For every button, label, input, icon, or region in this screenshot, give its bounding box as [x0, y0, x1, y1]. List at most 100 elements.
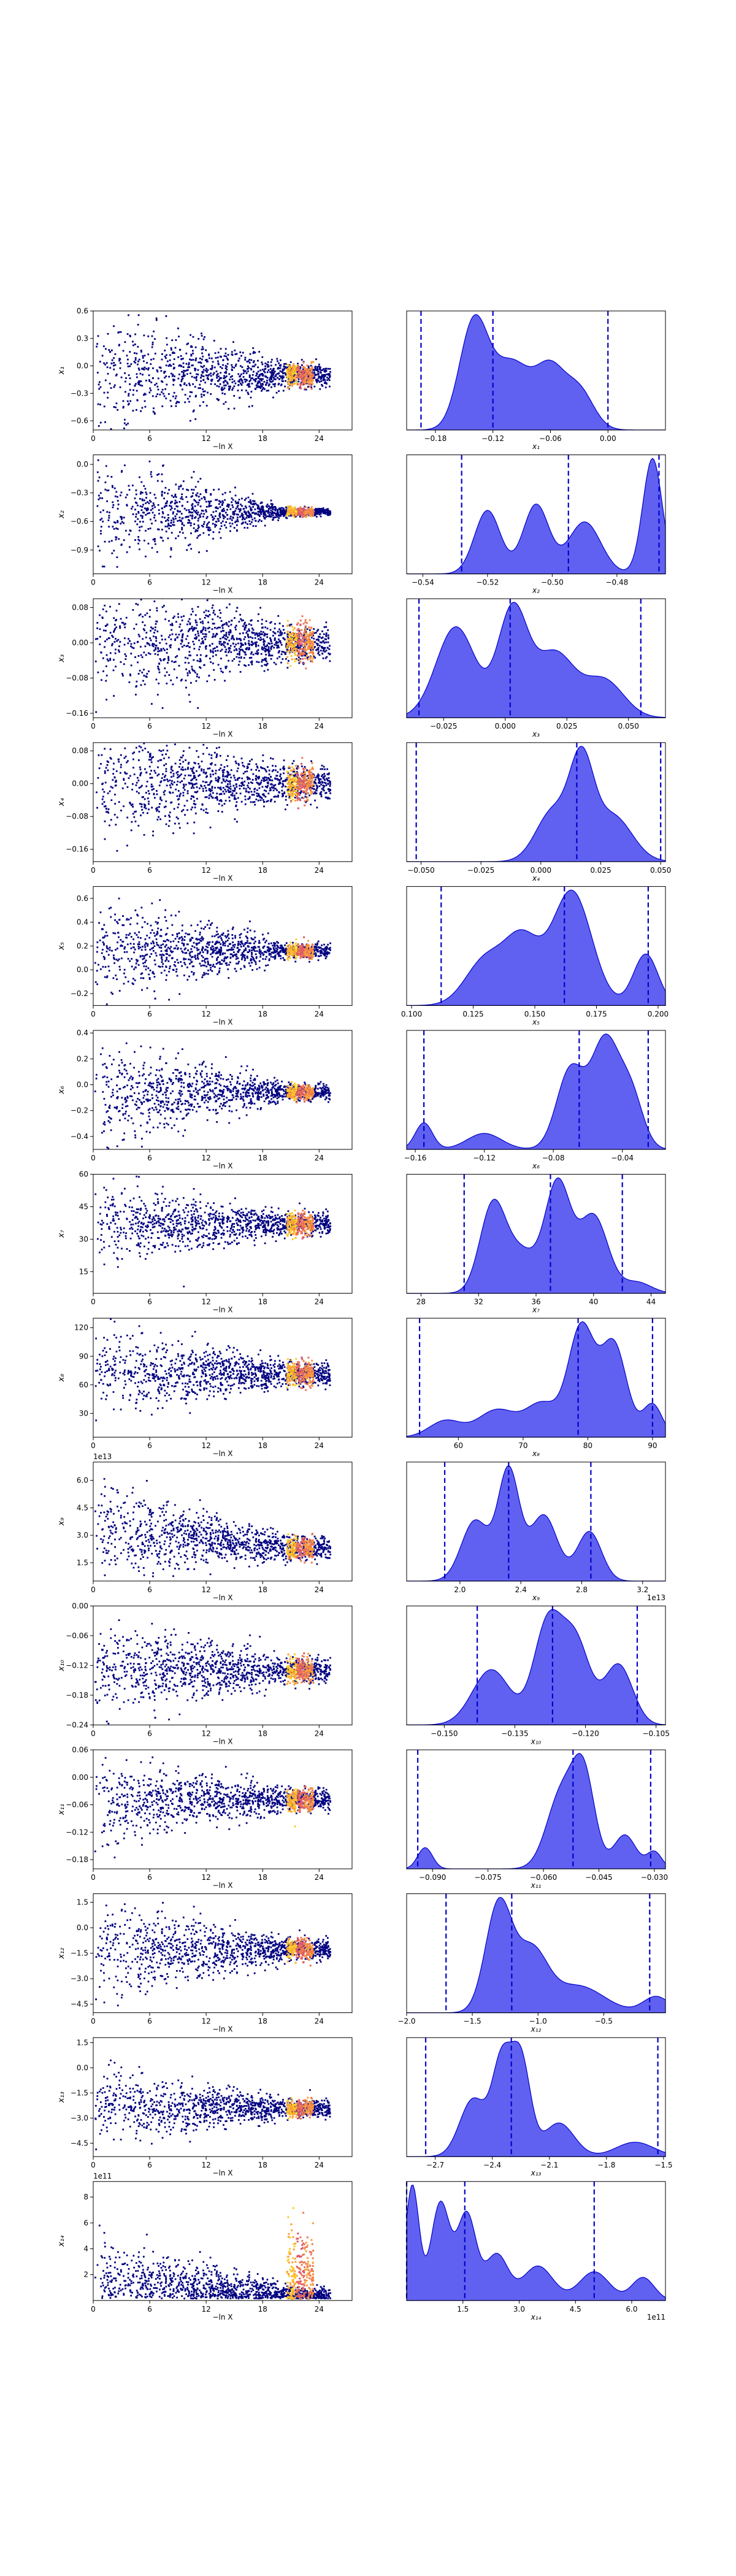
- scatter-point: [211, 607, 213, 609]
- scatter-point: [278, 378, 280, 380]
- scatter-point: [174, 502, 177, 504]
- scatter-point-live: [294, 378, 297, 381]
- scatter-point: [221, 643, 224, 645]
- scatter-point: [201, 352, 203, 355]
- scatter-point: [109, 659, 112, 661]
- scatter-point: [147, 542, 150, 545]
- scatter-point: [137, 363, 139, 366]
- scatter-point: [137, 780, 140, 781]
- scatter-point: [200, 512, 202, 515]
- scatter-point-live: [297, 650, 299, 653]
- scatter-point: [315, 369, 317, 371]
- scatter-point: [241, 648, 243, 651]
- scatter-point: [244, 803, 247, 805]
- scatter-point: [99, 421, 102, 424]
- scatter-point: [133, 773, 136, 775]
- x-tick-label: 18: [258, 578, 267, 587]
- scatter-point: [266, 515, 269, 518]
- scatter-point-live: [289, 505, 291, 508]
- scatter-point: [132, 647, 135, 650]
- scatter-point: [320, 783, 323, 786]
- scatter-point: [134, 343, 136, 345]
- scatter-point: [159, 781, 162, 783]
- scatter-point: [287, 634, 289, 635]
- scatter-point: [277, 513, 279, 516]
- scatter-point: [175, 505, 178, 507]
- scatter-point: [202, 388, 204, 390]
- scatter-point: [152, 377, 154, 380]
- scatter-point: [259, 383, 262, 385]
- x-tick-label: 6: [147, 578, 152, 587]
- scatter-point: [226, 785, 229, 788]
- scatter-point: [162, 540, 164, 542]
- scatter-point: [320, 380, 323, 382]
- scatter-point: [182, 532, 184, 534]
- scatter-point: [206, 599, 209, 602]
- scatter-point: [180, 513, 183, 515]
- scatter-point: [172, 511, 174, 513]
- scatter-point: [185, 509, 188, 512]
- scatter-point: [237, 508, 240, 510]
- x-tick-label: −0.48: [605, 578, 628, 587]
- scatter-point: [218, 769, 220, 771]
- scatter-point: [228, 639, 231, 642]
- scatter-point: [140, 786, 142, 788]
- scatter-point: [294, 775, 296, 777]
- scatter-point: [155, 648, 157, 651]
- scatter-point: [256, 507, 259, 510]
- scatter-point: [284, 366, 286, 368]
- scatter-point: [262, 378, 264, 380]
- scatter-point-live: [292, 367, 294, 369]
- scatter-point: [228, 603, 231, 605]
- scatter-point: [322, 657, 324, 659]
- scatter-point: [239, 378, 241, 381]
- scatter-point: [223, 792, 226, 795]
- scatter-point: [188, 651, 191, 653]
- scatter-point-live: [305, 513, 308, 515]
- scatter-point: [231, 792, 234, 794]
- scatter-point: [164, 638, 166, 641]
- scatter-point: [201, 524, 203, 527]
- scatter-point: [215, 632, 218, 635]
- scatter-point-live: [291, 637, 293, 640]
- scatter-point: [137, 512, 140, 514]
- scatter-point: [140, 599, 142, 601]
- scatter-point: [167, 493, 169, 494]
- scatter-point: [284, 385, 286, 388]
- scatter-point: [307, 777, 310, 780]
- scatter-point: [302, 646, 305, 649]
- scatter-point: [261, 386, 263, 388]
- scatter-point-live: [289, 510, 291, 512]
- scatter-point: [282, 375, 284, 377]
- scatter-points: [94, 580, 331, 713]
- scatter-point: [243, 657, 245, 659]
- scatter-point: [194, 396, 197, 398]
- scatter-point: [226, 642, 229, 645]
- scatter-point: [208, 353, 210, 356]
- scatter-point: [216, 795, 218, 798]
- x-tick-label: 0: [91, 578, 96, 587]
- scatter-point: [248, 505, 251, 508]
- scatter-point: [194, 580, 196, 582]
- scatter-point: [233, 511, 236, 513]
- scatter-point: [165, 768, 167, 770]
- scatter-point: [290, 515, 292, 517]
- scatter-point-live: [307, 369, 309, 371]
- scatter-point: [245, 624, 248, 627]
- scatter-point-live: [286, 369, 289, 372]
- scatter-point: [237, 642, 239, 645]
- scatter-point: [281, 371, 283, 373]
- scatter-point-live: [286, 364, 289, 366]
- scatter-point: [247, 523, 248, 525]
- scatter-point: [232, 775, 235, 776]
- scatter-point: [96, 372, 99, 374]
- scatter-point: [265, 620, 267, 623]
- scatter-point: [263, 634, 266, 637]
- scatter-point: [319, 641, 321, 643]
- scatter-point: [240, 384, 243, 386]
- scatter-point: [159, 818, 161, 821]
- scatter-point: [147, 508, 149, 511]
- scatter-point: [255, 375, 258, 377]
- scatter-point: [189, 646, 191, 648]
- scatter-point: [113, 641, 116, 643]
